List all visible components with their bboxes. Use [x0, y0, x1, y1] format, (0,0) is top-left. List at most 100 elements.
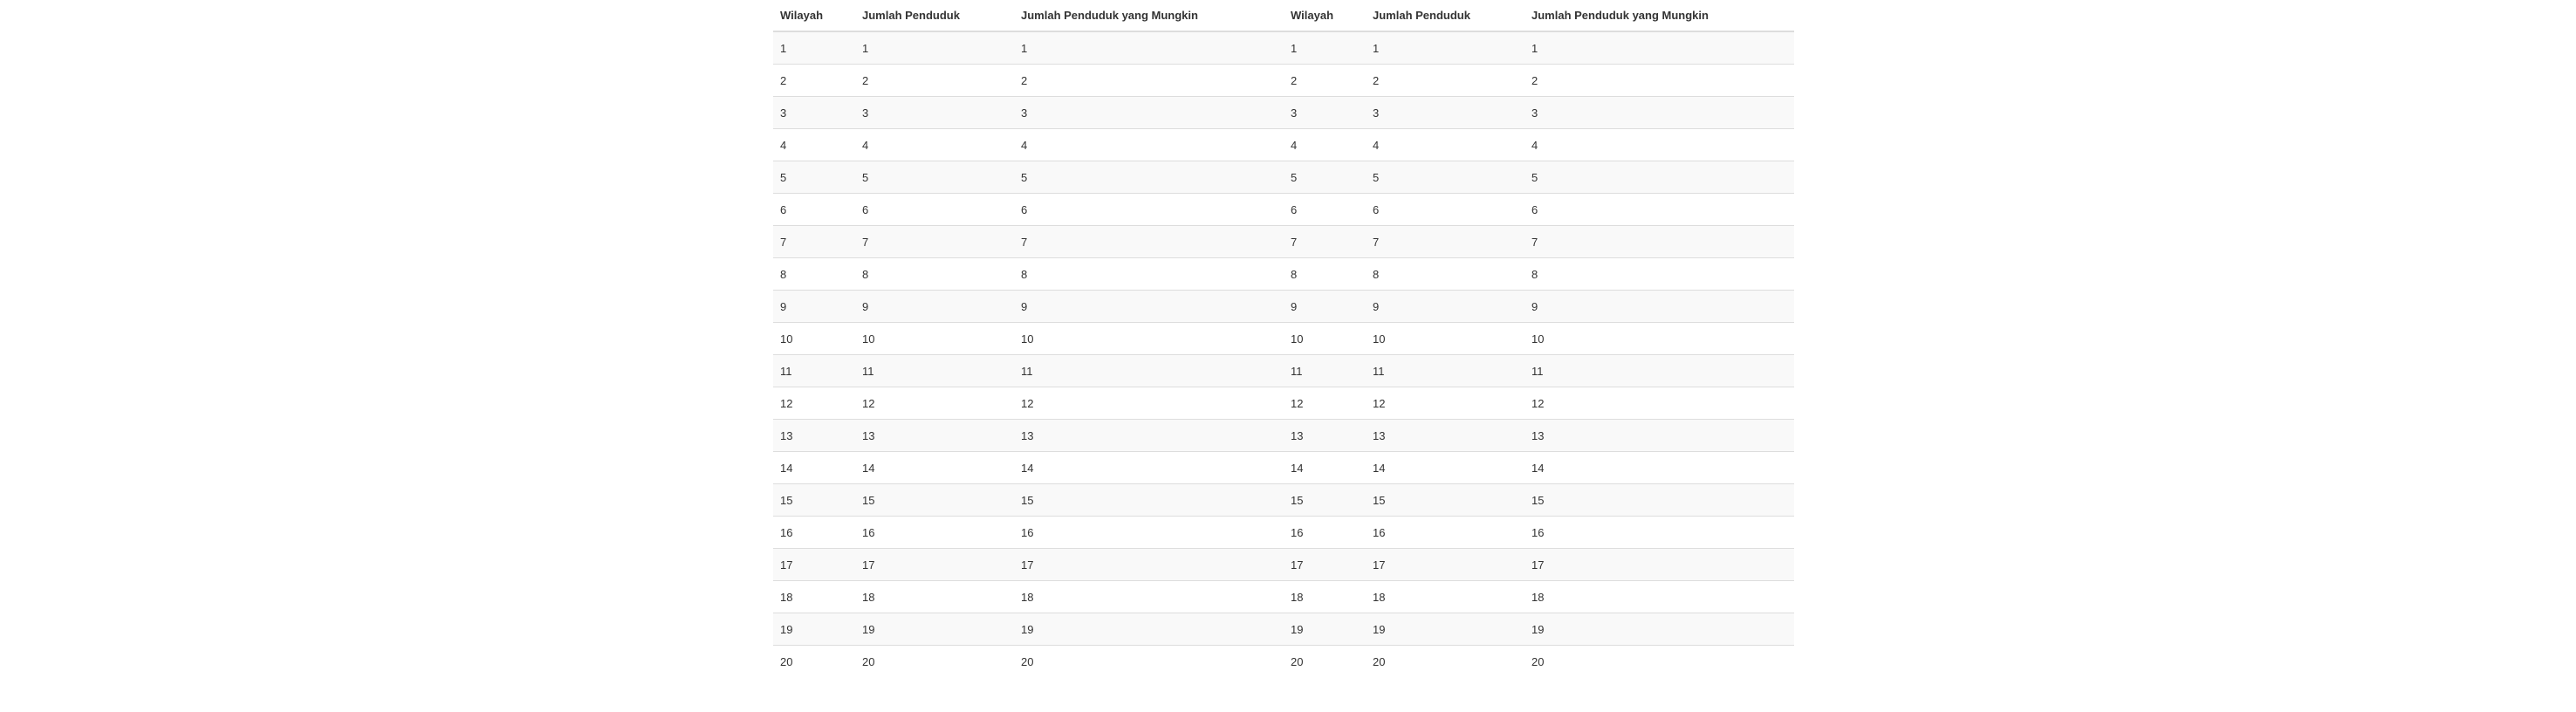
table-row: 15 15 15 15 15 15	[773, 483, 1794, 517]
cell-wilayah: 13	[1284, 419, 1366, 452]
cell-jumlah-penduduk: 19	[1366, 613, 1524, 646]
cell-jumlah-penduduk: 12	[1366, 387, 1524, 420]
cell-jumlah-penduduk: 15	[855, 483, 1014, 517]
cell-jumlah-penduduk: 17	[1366, 548, 1524, 581]
cell-jumlah-penduduk: 1	[855, 31, 1014, 65]
cell-jumlah-penduduk-mungkin: 2	[1524, 64, 1794, 97]
cell-jumlah-penduduk-mungkin: 20	[1524, 645, 1794, 677]
cell-wilayah: 17	[773, 548, 855, 581]
cell-wilayah: 12	[773, 387, 855, 420]
table-row: 19 19 19 19 19 19	[773, 613, 1794, 646]
cell-jumlah-penduduk-mungkin: 13	[1014, 419, 1284, 452]
cell-wilayah: 7	[773, 225, 855, 258]
cell-jumlah-penduduk-mungkin: 4	[1524, 128, 1794, 161]
cell-jumlah-penduduk-mungkin: 17	[1524, 548, 1794, 581]
table-row: 16 16 16 16 16 16	[773, 516, 1794, 549]
cell-wilayah: 16	[773, 516, 855, 549]
cell-jumlah-penduduk: 5	[855, 161, 1014, 194]
cell-jumlah-penduduk-mungkin: 7	[1014, 225, 1284, 258]
cell-jumlah-penduduk-mungkin: 5	[1014, 161, 1284, 194]
cell-wilayah: 14	[773, 451, 855, 484]
cell-wilayah: 20	[1284, 645, 1366, 677]
cell-jumlah-penduduk: 13	[855, 419, 1014, 452]
header-jumlah-penduduk: Jumlah Penduduk	[855, 0, 1014, 32]
header-jumlah-penduduk: Jumlah Penduduk	[1366, 0, 1524, 32]
cell-jumlah-penduduk: 4	[1366, 128, 1524, 161]
cell-jumlah-penduduk-mungkin: 8	[1014, 257, 1284, 291]
cell-wilayah: 2	[773, 64, 855, 97]
cell-wilayah: 10	[773, 322, 855, 355]
cell-jumlah-penduduk-mungkin: 11	[1524, 354, 1794, 387]
cell-jumlah-penduduk-mungkin: 9	[1524, 290, 1794, 323]
population-table: Wilayah Jumlah Penduduk Jumlah Penduduk …	[773, 0, 1794, 677]
cell-jumlah-penduduk: 18	[855, 580, 1014, 613]
cell-jumlah-penduduk-mungkin: 7	[1524, 225, 1794, 258]
table-header: Wilayah Jumlah Penduduk Jumlah Penduduk …	[773, 0, 1794, 32]
cell-jumlah-penduduk-mungkin: 18	[1014, 580, 1284, 613]
cell-jumlah-penduduk: 20	[1366, 645, 1524, 677]
population-table-container: Wilayah Jumlah Penduduk Jumlah Penduduk …	[773, 0, 1794, 677]
cell-jumlah-penduduk-mungkin: 19	[1524, 613, 1794, 646]
cell-jumlah-penduduk-mungkin: 9	[1014, 290, 1284, 323]
cell-wilayah: 8	[1284, 257, 1366, 291]
cell-wilayah: 3	[1284, 96, 1366, 129]
cell-jumlah-penduduk: 14	[1366, 451, 1524, 484]
cell-wilayah: 8	[773, 257, 855, 291]
cell-wilayah: 9	[1284, 290, 1366, 323]
cell-wilayah: 3	[773, 96, 855, 129]
table-row: 17 17 17 17 17 17	[773, 548, 1794, 581]
cell-jumlah-penduduk: 8	[855, 257, 1014, 291]
cell-wilayah: 15	[773, 483, 855, 517]
cell-jumlah-penduduk: 20	[855, 645, 1014, 677]
cell-wilayah: 4	[773, 128, 855, 161]
cell-wilayah: 15	[1284, 483, 1366, 517]
cell-jumlah-penduduk-mungkin: 20	[1014, 645, 1284, 677]
cell-jumlah-penduduk: 14	[855, 451, 1014, 484]
cell-jumlah-penduduk: 10	[1366, 322, 1524, 355]
cell-jumlah-penduduk: 2	[1366, 64, 1524, 97]
cell-jumlah-penduduk-mungkin: 5	[1524, 161, 1794, 194]
cell-jumlah-penduduk-mungkin: 1	[1014, 31, 1284, 65]
cell-wilayah: 18	[773, 580, 855, 613]
cell-jumlah-penduduk: 7	[1366, 225, 1524, 258]
cell-wilayah: 20	[773, 645, 855, 677]
cell-jumlah-penduduk-mungkin: 14	[1014, 451, 1284, 484]
cell-jumlah-penduduk-mungkin: 10	[1524, 322, 1794, 355]
cell-wilayah: 9	[773, 290, 855, 323]
cell-jumlah-penduduk-mungkin: 4	[1014, 128, 1284, 161]
table-row: 12 12 12 12 12 12	[773, 387, 1794, 420]
table-row: 13 13 13 13 13 13	[773, 419, 1794, 452]
cell-jumlah-penduduk: 16	[855, 516, 1014, 549]
table-row: 18 18 18 18 18 18	[773, 580, 1794, 613]
table-row: 20 20 20 20 20 20	[773, 645, 1794, 677]
header-row: Wilayah Jumlah Penduduk Jumlah Penduduk …	[773, 0, 1794, 32]
cell-jumlah-penduduk-mungkin: 8	[1524, 257, 1794, 291]
cell-jumlah-penduduk: 17	[855, 548, 1014, 581]
header-jumlah-penduduk-mungkin: Jumlah Penduduk yang Mungkin	[1014, 0, 1284, 32]
cell-jumlah-penduduk-mungkin: 19	[1014, 613, 1284, 646]
cell-jumlah-penduduk: 11	[855, 354, 1014, 387]
header-wilayah: Wilayah	[773, 0, 855, 32]
cell-wilayah: 1	[773, 31, 855, 65]
cell-jumlah-penduduk-mungkin: 2	[1014, 64, 1284, 97]
table-row: 14 14 14 14 14 14	[773, 451, 1794, 484]
cell-wilayah: 2	[1284, 64, 1366, 97]
cell-wilayah: 7	[1284, 225, 1366, 258]
cell-jumlah-penduduk: 8	[1366, 257, 1524, 291]
cell-jumlah-penduduk-mungkin: 11	[1014, 354, 1284, 387]
cell-wilayah: 10	[1284, 322, 1366, 355]
table-row: 10 10 10 10 10 10	[773, 322, 1794, 355]
cell-jumlah-penduduk-mungkin: 15	[1524, 483, 1794, 517]
table-row: 11 11 11 11 11 11	[773, 354, 1794, 387]
cell-jumlah-penduduk: 12	[855, 387, 1014, 420]
cell-jumlah-penduduk: 9	[1366, 290, 1524, 323]
cell-wilayah: 1	[1284, 31, 1366, 65]
